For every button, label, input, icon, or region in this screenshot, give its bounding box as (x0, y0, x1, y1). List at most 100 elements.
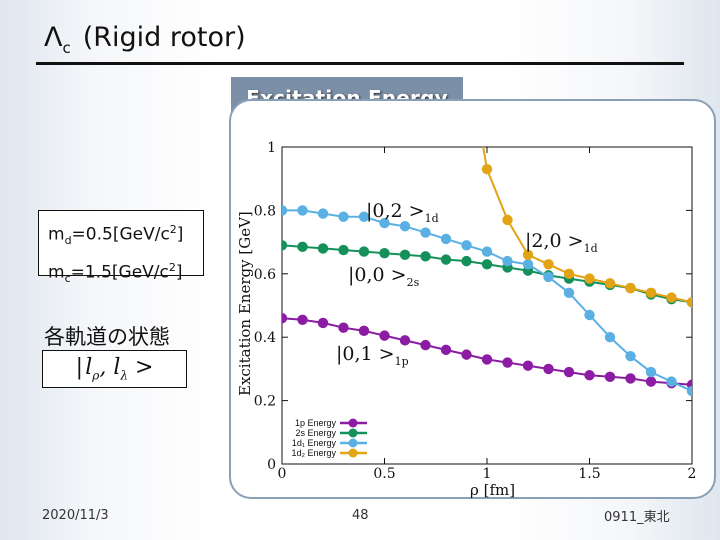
y-tick-label: 0.4 (254, 330, 276, 346)
x-axis-label: ρ [fm] (470, 481, 515, 499)
data-point-series-2 (625, 351, 636, 362)
x-tick-label: 0.5 (373, 466, 395, 482)
data-point-series-0 (317, 317, 329, 329)
data-point-series-1 (338, 244, 349, 256)
y-tick-label: 0 (267, 457, 276, 473)
data-point-series-2 (338, 211, 349, 222)
state-label-00-2s: |0,0 >2s (348, 264, 420, 289)
data-point-series-2 (420, 227, 431, 238)
data-point-series-1 (282, 240, 288, 251)
data-point-series-0 (604, 371, 616, 383)
data-point-series-3 (543, 259, 554, 270)
data-point-series-2 (461, 240, 472, 251)
state-label-01-1p: |0,1 >1p (336, 343, 409, 368)
data-point-series-3 (645, 287, 657, 299)
data-point-series-2 (522, 259, 534, 270)
legend-label: 1d₂ Energy (291, 448, 336, 458)
data-point-series-0 (481, 354, 493, 365)
data-point-series-0 (379, 330, 390, 341)
data-point-series-2 (481, 246, 493, 257)
data-point-series-3 (625, 282, 636, 294)
data-point-series-2 (666, 376, 677, 387)
data-point-series-0 (584, 370, 595, 381)
data-point-series-1 (399, 249, 411, 260)
x-tick-label: 2 (688, 466, 697, 482)
mass-parameters-box: md=0.5[GeV/c2] mc=1.5[GeV/c2] (38, 210, 204, 285)
y-axis-label: Excitation Energy [GeV] (236, 211, 254, 396)
legend-label: 1d₁ Energy (292, 438, 337, 448)
data-point-series-2 (502, 255, 513, 267)
mass-line-charm: mc=1.5[GeV/c2] (48, 261, 183, 286)
data-point-series-2 (584, 309, 595, 321)
orbit-formula: | lρ, lλ > (75, 355, 154, 383)
data-point-series-0 (440, 344, 452, 356)
data-point-series-2 (645, 366, 657, 378)
data-point-series-1 (358, 246, 370, 257)
data-point-series-0 (297, 314, 308, 325)
data-point-series-2 (379, 217, 390, 229)
data-point-series-1 (461, 255, 472, 267)
data-point-series-3 (563, 268, 575, 279)
data-point-series-1 (440, 254, 452, 265)
data-point-series-2 (543, 271, 554, 283)
legend-label: 2s Energy (295, 428, 336, 438)
data-point-series-3 (502, 214, 513, 226)
y-tick-label: 1 (267, 140, 276, 156)
data-point-series-0 (461, 349, 472, 360)
legend-swatch-dot (348, 448, 358, 458)
legend-swatch-dot (348, 418, 358, 428)
data-point-series-0 (563, 366, 575, 378)
orbit-formula-box: | lρ, lλ > (42, 350, 187, 388)
x-tick-label: 1 (483, 466, 492, 482)
y-tick-label: 0.2 (254, 394, 276, 410)
slide-date: 2020/11/3 (42, 508, 109, 523)
data-point-series-3 (666, 292, 677, 303)
data-point-series-2 (297, 205, 308, 216)
data-point-series-0 (625, 373, 636, 384)
legend-label: 1p Energy (295, 418, 337, 428)
data-point-series-1 (297, 241, 308, 253)
data-point-series-2 (604, 332, 616, 343)
title-lambda: Λ (44, 22, 63, 53)
data-point-series-0 (282, 312, 288, 324)
data-point-series-1 (481, 259, 493, 270)
slide-title: Λc (Rigid rotor) (44, 22, 246, 57)
slide-footer: 0911_東北 (604, 510, 670, 525)
title-underline (36, 62, 684, 65)
data-point-series-0 (358, 325, 370, 337)
plot-frame (281, 146, 693, 465)
data-point-series-0 (399, 335, 411, 346)
data-point-series-0 (522, 360, 534, 371)
data-point-series-0 (420, 339, 431, 351)
data-point-series-0 (502, 357, 513, 368)
y-tick-label: 0.6 (254, 267, 276, 283)
chart-panel (229, 99, 716, 499)
data-point-series-3 (604, 278, 616, 289)
title-rest: (Rigid rotor) (82, 22, 246, 53)
x-tick-label: 0 (278, 466, 287, 482)
title-subscript: c (62, 39, 71, 57)
x-tick-label: 1.5 (578, 466, 600, 482)
data-point-series-2 (399, 221, 411, 232)
data-point-series-3 (522, 249, 534, 260)
state-label-20-1d: |2,0 >1d (525, 230, 598, 255)
data-point-series-2 (282, 205, 288, 216)
data-point-series-0 (543, 363, 554, 375)
legend-swatch-dot (348, 428, 358, 438)
data-point-series-0 (338, 322, 349, 333)
data-point-series-2 (358, 211, 370, 222)
legend-swatch-dot (348, 438, 358, 448)
data-point-series-0 (645, 376, 657, 387)
data-point-series-1 (420, 251, 431, 262)
data-point-series-3 (481, 163, 493, 175)
orbit-states-label: 各軌道の状態 (44, 325, 170, 349)
data-point-series-3 (584, 273, 595, 284)
data-point-series-1 (379, 247, 390, 259)
state-label-02-1d: |0,2 >1d (366, 200, 439, 225)
data-point-series-2 (440, 233, 452, 245)
data-point-series-1 (317, 243, 329, 254)
page-number: 48 (352, 508, 369, 523)
data-point-series-3 (686, 297, 692, 308)
